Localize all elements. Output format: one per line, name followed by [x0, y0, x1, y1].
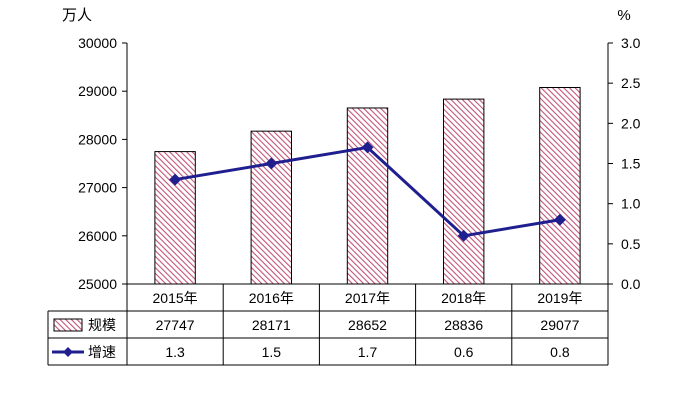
bar [442, 98, 485, 285]
right-axis-tick-label: 0.0 [621, 276, 641, 292]
growth-point [553, 213, 566, 226]
table-bar-value: 28836 [444, 317, 483, 333]
right-axis-tick-label: 1.0 [621, 196, 641, 212]
legend-line-label: 增速 [88, 344, 116, 360]
growth-point [457, 229, 470, 242]
legend-bar-swatch [53, 318, 83, 332]
table-bar-value: 28652 [348, 317, 387, 333]
left-axis-tick-label: 28000 [78, 131, 117, 147]
left-axis-tick-label: 26000 [78, 228, 117, 244]
category-label: 2016年 [249, 290, 294, 306]
category-label: 2015年 [153, 290, 198, 306]
right-axis-tick-label: 3.0 [621, 35, 641, 51]
legend-bar-label: 规模 [88, 317, 116, 333]
left-axis-unit: 万人 [62, 7, 92, 24]
table-bar-value: 27747 [156, 317, 195, 333]
left-axis-tick-label: 30000 [78, 35, 117, 51]
table-bar-value: 28171 [252, 317, 291, 333]
left-axis-tick-label: 29000 [78, 83, 117, 99]
growth-point [265, 157, 278, 170]
category-label: 2017年 [345, 290, 390, 306]
bar [539, 86, 581, 285]
right-axis-tick-label: 1.5 [621, 156, 641, 172]
left-axis-tick-label: 25000 [78, 276, 117, 292]
bars-layer [154, 86, 581, 285]
table-line-value: 0.6 [454, 344, 474, 360]
growth-point [169, 173, 182, 186]
right-axis-unit: % [617, 7, 630, 24]
growth-point [361, 141, 374, 154]
right-axis-tick-label: 2.5 [621, 75, 641, 91]
category-label: 2018年 [441, 290, 486, 306]
table-line-value: 1.3 [165, 344, 185, 360]
table-line-value: 1.5 [262, 344, 282, 360]
legend-line-marker [63, 347, 73, 357]
table-bar-value: 29077 [540, 317, 579, 333]
bar [346, 107, 389, 285]
right-axis-tick-label: 0.5 [621, 236, 641, 252]
right-axis-tick-label: 2.0 [621, 115, 641, 131]
bar [154, 151, 196, 285]
left-axis-tick-label: 27000 [78, 180, 117, 196]
table-line-value: 0.8 [550, 344, 570, 360]
category-label: 2019年 [537, 290, 582, 306]
line-layer [169, 141, 566, 242]
axes-layer: 25000 26000 27000 28000 29000 30000 0.0 0.5 1.0 1… [78, 35, 641, 292]
bar [250, 130, 293, 285]
table-line-value: 1.7 [358, 344, 378, 360]
